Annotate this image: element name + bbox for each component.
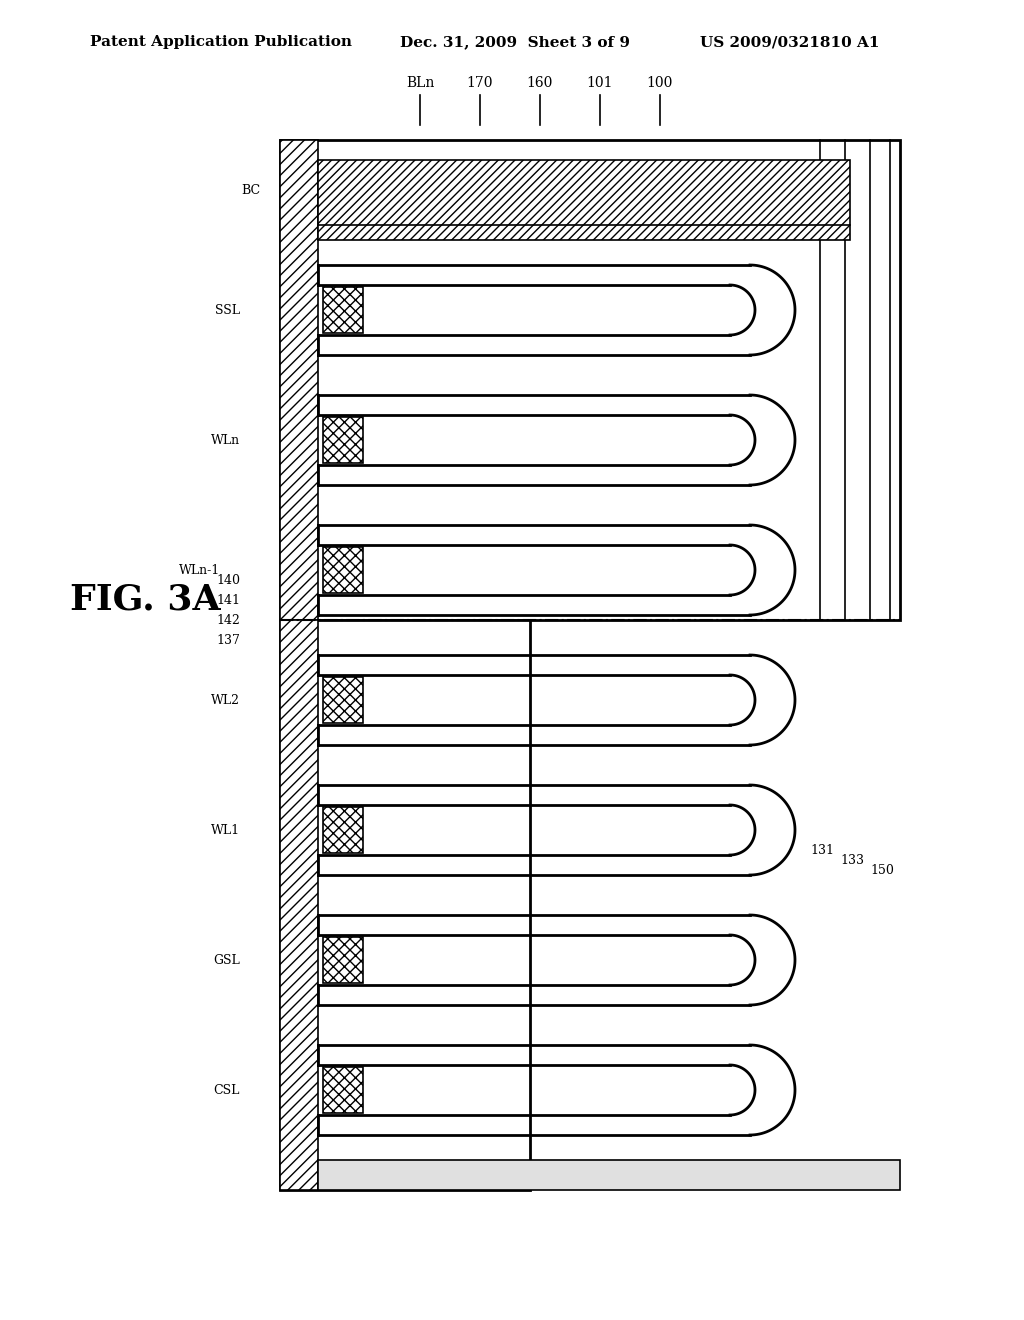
Bar (318, 160, 850, 240)
Text: WL2: WL2 (211, 693, 240, 706)
Text: 101: 101 (587, 77, 613, 90)
Text: GSL: GSL (213, 953, 240, 966)
Text: WLn: WLn (211, 433, 240, 446)
Bar (280, 620, 530, 1191)
Text: 100: 100 (647, 77, 673, 90)
Text: SSL: SSL (215, 304, 240, 317)
Text: 131: 131 (810, 843, 834, 857)
Text: US 2009/0321810 A1: US 2009/0321810 A1 (700, 36, 880, 49)
Bar (323, 417, 362, 463)
Text: FIG. 3A: FIG. 3A (70, 583, 220, 616)
Text: Dec. 31, 2009  Sheet 3 of 9: Dec. 31, 2009 Sheet 3 of 9 (400, 36, 630, 49)
Text: Patent Application Publication: Patent Application Publication (90, 36, 352, 49)
Text: 170: 170 (467, 77, 494, 90)
Text: 142: 142 (216, 614, 240, 627)
Text: 150: 150 (870, 863, 894, 876)
Bar (323, 546, 362, 593)
Text: 160: 160 (526, 77, 553, 90)
Bar (280, 140, 318, 620)
Bar (323, 677, 362, 723)
Text: 140: 140 (216, 573, 240, 586)
Text: BC: BC (241, 183, 260, 197)
Text: BLn: BLn (406, 77, 434, 90)
Text: 133: 133 (840, 854, 864, 866)
Text: CSL: CSL (214, 1084, 240, 1097)
Bar (280, 620, 318, 1191)
Bar (323, 286, 362, 333)
Bar (323, 937, 362, 983)
Text: WL1: WL1 (211, 824, 240, 837)
Bar (323, 1067, 362, 1113)
Text: 141: 141 (216, 594, 240, 606)
Text: 137: 137 (216, 634, 240, 647)
Bar (318, 1160, 900, 1191)
Bar (280, 140, 900, 620)
Text: WLn-1: WLn-1 (179, 564, 220, 577)
Bar (323, 807, 362, 853)
